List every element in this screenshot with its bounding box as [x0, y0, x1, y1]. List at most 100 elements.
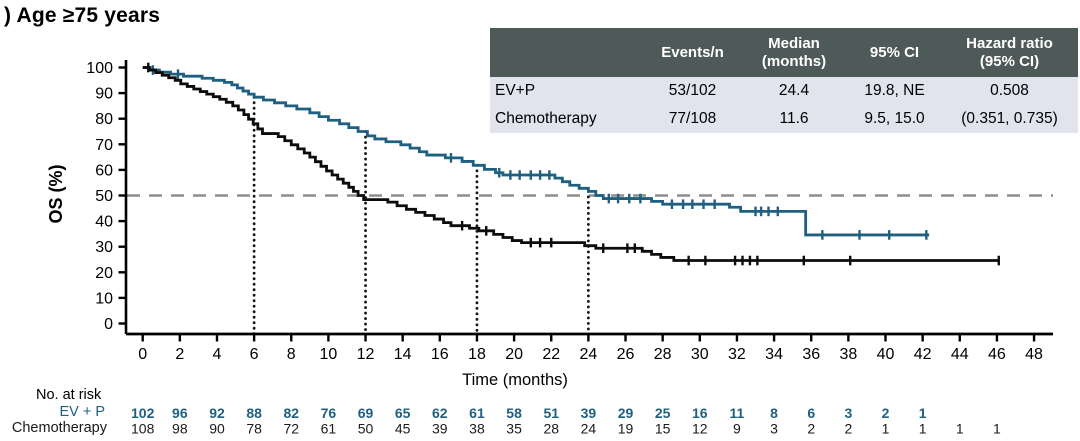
x-tick-label: 8	[287, 346, 296, 363]
y-tick-label: 70	[95, 137, 113, 154]
at-risk-label-evp: EV + P	[59, 404, 105, 420]
x-tick-label: 46	[988, 346, 1006, 363]
at-risk-count: 98	[172, 421, 188, 437]
x-tick-label: 4	[213, 346, 222, 363]
at-risk-count: 2	[882, 405, 890, 421]
at-risk-label-chemo: Chemotherapy	[11, 419, 107, 436]
x-tick-label: 10	[320, 346, 338, 363]
at-risk-count: 45	[395, 421, 411, 437]
at-risk-count: 12	[692, 421, 708, 437]
at-risk-count: 69	[358, 405, 374, 421]
at-risk-count: 9	[733, 421, 741, 437]
x-tick-label: 44	[951, 346, 969, 363]
at-risk-count: 82	[283, 405, 299, 421]
at-risk-count: 90	[209, 421, 225, 437]
x-tick-label: 6	[250, 346, 259, 363]
stats-header-blank	[490, 28, 645, 77]
stats-chemo-median: 11.6	[740, 105, 848, 133]
at-risk-count: 50	[358, 421, 374, 437]
at-risk-count: 61	[321, 421, 337, 437]
at-risk-count: 25	[655, 405, 671, 421]
x-tick-label: 28	[654, 346, 672, 363]
stats-evp-hr: 0.508	[941, 77, 1078, 105]
x-tick-label: 18	[468, 346, 486, 363]
x-tick-label: 24	[579, 346, 597, 363]
at-risk-count: 39	[581, 405, 597, 421]
at-risk-count: 78	[246, 421, 262, 437]
at-risk-count: 1	[882, 421, 890, 437]
stats-header-hr: Hazard ratio (95% CI)	[941, 28, 1078, 77]
x-tick-label: 30	[691, 346, 709, 363]
stats-header-events: Events/n	[645, 28, 740, 77]
stats-chemo-hr: (0.351, 0.735)	[941, 105, 1078, 133]
at-risk-count: 96	[172, 405, 188, 421]
x-tick-label: 40	[877, 346, 895, 363]
at-risk-count: 8	[770, 405, 778, 421]
at-risk-count: 1	[919, 405, 927, 421]
x-tick-label: 2	[175, 346, 184, 363]
stats-evp-median: 24.4	[740, 77, 848, 105]
at-risk-count: 6	[807, 405, 815, 421]
y-tick-label: 100	[86, 60, 113, 77]
stats-chemo-ci: 9.5, 15.0	[848, 105, 941, 133]
at-risk-count: 88	[246, 405, 262, 421]
at-risk-count: 72	[283, 421, 299, 437]
at-risk-count: 19	[618, 421, 634, 437]
x-axis-title: Time (months)	[462, 371, 568, 389]
km-curve-chemo	[142, 66, 1000, 262]
stats-row-evp: EV+P 53/102 24.4 19.8, NE 0.508	[490, 77, 1078, 105]
x-tick-label: 48	[1025, 346, 1043, 363]
y-tick-label: 60	[95, 162, 113, 179]
stats-table: Events/n Median (months) 95% CI Hazard r…	[490, 28, 1078, 133]
stats-header-median: Median (months)	[740, 28, 848, 77]
at-risk-count: 61	[469, 405, 485, 421]
at-risk-count: 1	[919, 421, 927, 437]
at-risk-count: 51	[543, 405, 559, 421]
y-tick-label: 30	[95, 239, 113, 256]
at-risk-count: 102	[131, 405, 155, 421]
at-risk-count: 2	[844, 421, 852, 437]
y-tick-label: 10	[95, 290, 113, 307]
x-tick-label: 38	[839, 346, 857, 363]
at-risk-count: 1	[956, 421, 964, 437]
y-tick-label: 90	[95, 86, 113, 103]
x-tick-label: 12	[357, 346, 375, 363]
y-tick-label: 20	[95, 265, 113, 282]
x-tick-label: 22	[542, 346, 560, 363]
at-risk-count: 35	[506, 421, 522, 437]
x-tick-label: 26	[617, 346, 635, 363]
at-risk-count: 3	[844, 405, 852, 421]
stats-evp-ci: 19.8, NE	[848, 77, 941, 105]
x-tick-label: 20	[505, 346, 523, 363]
y-tick-label: 40	[95, 214, 113, 231]
at-risk-count: 24	[581, 421, 597, 437]
y-tick-label: 80	[95, 111, 113, 128]
at-risk-count: 39	[432, 421, 448, 437]
at-risk-count: 16	[692, 405, 708, 421]
stats-chemo-events: 77/108	[645, 105, 740, 133]
stats-row-chemo: Chemotherapy 77/108 11.6 9.5, 15.0 (0.35…	[490, 105, 1078, 133]
y-tick-label: 50	[95, 188, 113, 205]
stats-chemo-label: Chemotherapy	[490, 105, 645, 133]
at-risk-count: 65	[395, 405, 411, 421]
at-risk-count: 38	[469, 421, 485, 437]
at-risk-count: 76	[321, 405, 337, 421]
x-tick-label: 14	[394, 346, 412, 363]
at-risk-count: 92	[209, 405, 225, 421]
x-tick-label: 42	[914, 346, 932, 363]
stats-evp-label: EV+P	[490, 77, 645, 105]
stats-header-ci: 95% CI	[848, 28, 941, 77]
x-tick-label: 0	[138, 346, 147, 363]
panel-title: ) Age ≥75 years	[4, 4, 161, 27]
x-tick-label: 16	[431, 346, 449, 363]
at-risk-count: 28	[543, 421, 559, 437]
at-risk-count: 2	[807, 421, 815, 437]
at-risk-count: 29	[618, 405, 634, 421]
at-risk-count: 62	[432, 405, 448, 421]
x-tick-label: 32	[728, 346, 746, 363]
stats-header-row: Events/n Median (months) 95% CI Hazard r…	[490, 28, 1078, 77]
at-risk-count: 15	[655, 421, 671, 437]
y-tick-label: 0	[104, 316, 113, 333]
